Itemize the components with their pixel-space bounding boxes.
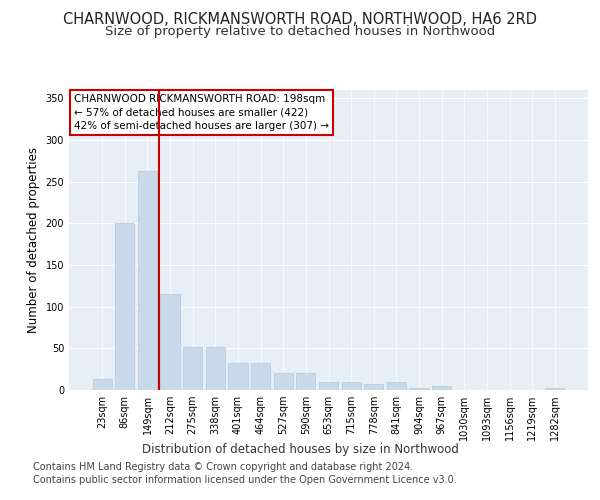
- Bar: [409, 388, 428, 390]
- Bar: [206, 346, 225, 390]
- Bar: [138, 171, 157, 390]
- Bar: [160, 294, 180, 390]
- Text: Distribution of detached houses by size in Northwood: Distribution of detached houses by size …: [142, 442, 458, 456]
- Text: CHARNWOOD, RICKMANSWORTH ROAD, NORTHWOOD, HA6 2RD: CHARNWOOD, RICKMANSWORTH ROAD, NORTHWOOD…: [63, 12, 537, 28]
- Bar: [387, 382, 406, 390]
- Text: Contains public sector information licensed under the Open Government Licence v3: Contains public sector information licen…: [33, 475, 457, 485]
- Bar: [183, 346, 202, 390]
- Bar: [115, 224, 134, 390]
- Bar: [341, 382, 361, 390]
- Bar: [364, 384, 383, 390]
- Text: Size of property relative to detached houses in Northwood: Size of property relative to detached ho…: [105, 25, 495, 38]
- Bar: [319, 382, 338, 390]
- Bar: [229, 362, 248, 390]
- Bar: [92, 379, 112, 390]
- Bar: [274, 374, 293, 390]
- Bar: [251, 362, 270, 390]
- Text: Contains HM Land Registry data © Crown copyright and database right 2024.: Contains HM Land Registry data © Crown c…: [33, 462, 413, 472]
- Y-axis label: Number of detached properties: Number of detached properties: [27, 147, 40, 333]
- Bar: [296, 374, 316, 390]
- Text: CHARNWOOD RICKMANSWORTH ROAD: 198sqm
← 57% of detached houses are smaller (422)
: CHARNWOOD RICKMANSWORTH ROAD: 198sqm ← 5…: [74, 94, 329, 131]
- Bar: [545, 388, 565, 390]
- Bar: [432, 386, 451, 390]
